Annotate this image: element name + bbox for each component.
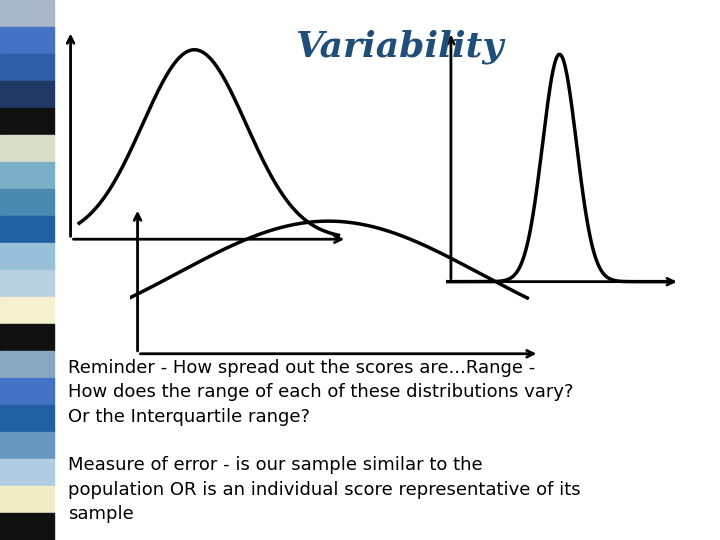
Text: Variability: Variability: [295, 30, 504, 64]
Text: Measure of error - is our sample similar to the
population OR is an individual s: Measure of error - is our sample similar…: [68, 456, 581, 523]
Text: Reminder - How spread out the scores are...Range -
How does the range of each of: Reminder - How spread out the scores are…: [68, 359, 574, 426]
